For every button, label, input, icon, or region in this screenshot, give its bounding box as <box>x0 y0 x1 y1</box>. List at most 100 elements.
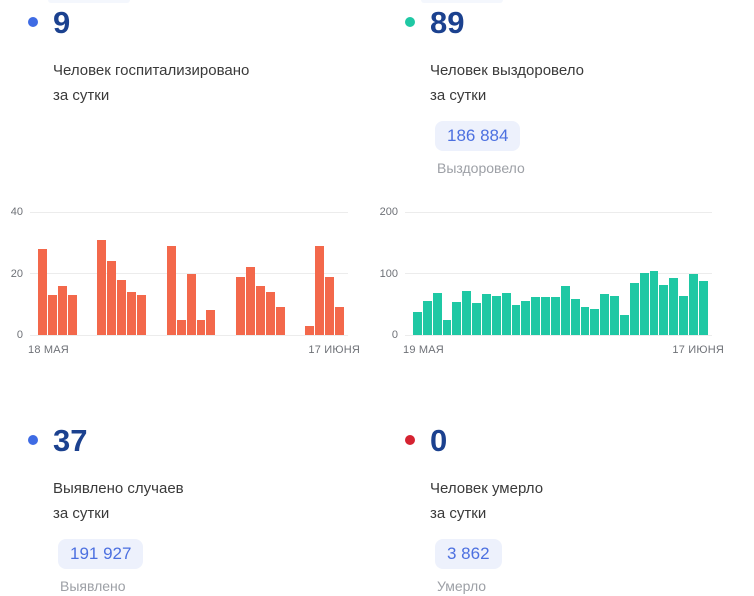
bar[interactable] <box>629 282 639 335</box>
bar[interactable] <box>620 315 629 335</box>
stat-header: 0 <box>405 424 447 456</box>
bar[interactable] <box>176 319 186 335</box>
detected-label: Выявлено случаев за сутки <box>53 476 184 526</box>
cropped-badge-remnant <box>421 0 503 3</box>
bar[interactable] <box>38 248 47 335</box>
bar[interactable] <box>335 307 345 335</box>
bar-series <box>413 212 708 335</box>
bar[interactable] <box>649 271 659 335</box>
bar[interactable] <box>97 239 107 335</box>
bar[interactable] <box>698 280 708 335</box>
bar[interactable] <box>560 285 570 335</box>
label-line-2: за сутки <box>53 505 110 522</box>
bar[interactable] <box>186 273 196 335</box>
gridline <box>405 334 712 336</box>
stat-header: 37 <box>28 424 87 456</box>
bar[interactable] <box>413 312 422 335</box>
bar[interactable] <box>325 276 335 335</box>
blue-dot-icon <box>28 17 38 27</box>
hospitalized-daily-value: 9 <box>53 4 71 40</box>
red-dot-icon <box>405 435 415 445</box>
gridline <box>405 273 712 274</box>
detected-total-badge[interactable]: 191 927 <box>58 539 144 569</box>
bar[interactable] <box>246 267 255 335</box>
bar[interactable] <box>610 296 620 335</box>
label-line-1: Человек выздоровело <box>430 62 584 79</box>
bar[interactable] <box>305 325 315 335</box>
bar[interactable] <box>580 307 590 335</box>
bar[interactable] <box>107 261 117 335</box>
bar[interactable] <box>432 293 442 335</box>
recovered-daily-value: 89 <box>430 4 465 40</box>
bar[interactable] <box>137 295 146 335</box>
bar[interactable] <box>275 307 285 335</box>
bar[interactable] <box>590 309 600 335</box>
bar-series <box>38 212 345 335</box>
label-line-1: Выявлено случаев <box>53 480 184 497</box>
x-axis-labels: 19 МАЯ 17 ИЮНЯ <box>403 344 724 356</box>
stat-header: 9 <box>28 6 70 38</box>
bar[interactable] <box>315 245 325 335</box>
bar[interactable] <box>482 294 491 335</box>
detected-total-caption: Выявлено <box>60 578 126 594</box>
label-line-2: за сутки <box>430 87 487 104</box>
y-axis-tick-label: 0 <box>391 329 398 341</box>
stat-card-died: 0 Человек умерло за сутки 3 862 Умерло <box>377 418 754 596</box>
died-label: Человек умерло за сутки <box>430 476 543 526</box>
bar[interactable] <box>117 279 127 335</box>
y-axis-tick-label: 200 <box>379 206 398 218</box>
bar[interactable] <box>551 296 560 335</box>
hospitalized-chart: 0 20 40 18 МАЯ 17 ИЮНЯ <box>11 206 360 356</box>
died-daily-value: 0 <box>430 422 448 458</box>
stat-card-detected: 37 Выявлено случаев за сутки 191 927 Выя… <box>0 418 377 596</box>
recovered-chart: 0 100 200 19 МАЯ 17 ИЮНЯ <box>380 206 724 356</box>
chart-plot-area: 0 100 200 <box>380 206 712 341</box>
bar[interactable] <box>531 296 541 335</box>
bar[interactable] <box>166 245 176 335</box>
bar[interactable] <box>422 301 432 335</box>
bar[interactable] <box>236 276 246 335</box>
chart-plot-area: 0 20 40 <box>11 206 348 341</box>
bar[interactable] <box>511 305 521 335</box>
bar[interactable] <box>679 295 689 335</box>
bar[interactable] <box>570 299 580 335</box>
bar[interactable] <box>452 301 462 335</box>
bar[interactable] <box>47 295 57 335</box>
bar[interactable] <box>501 292 511 335</box>
green-dot-icon <box>405 17 415 27</box>
y-axis-tick-label: 100 <box>379 267 398 280</box>
bar[interactable] <box>255 285 265 335</box>
stat-header: 89 <box>405 6 464 38</box>
bar[interactable] <box>67 295 77 335</box>
bar[interactable] <box>265 291 275 335</box>
gridline <box>30 211 348 213</box>
gridline <box>405 211 712 213</box>
bar[interactable] <box>472 303 482 335</box>
cropped-badge-remnant <box>48 0 130 3</box>
recovered-label: Человек выздоровело за сутки <box>430 58 584 108</box>
stat-card-recovered: 89 Человек выздоровело за сутки 186 884 … <box>377 0 754 418</box>
bar[interactable] <box>442 320 452 335</box>
bar[interactable] <box>206 310 216 335</box>
detected-daily-value: 37 <box>53 422 88 458</box>
gridline <box>30 334 348 336</box>
label-line-1: Человек госпитализировано <box>53 62 250 79</box>
recovered-total-badge[interactable]: 186 884 <box>435 121 521 151</box>
bar[interactable] <box>639 272 649 335</box>
bar[interactable] <box>521 300 531 335</box>
bar[interactable] <box>689 273 698 335</box>
blue-dot-icon <box>28 435 38 445</box>
bar[interactable] <box>491 295 501 335</box>
bar[interactable] <box>541 296 551 335</box>
x-axis-start-label: 18 МАЯ <box>28 344 69 356</box>
bar[interactable] <box>659 284 669 335</box>
x-axis-start-label: 19 МАЯ <box>403 344 444 356</box>
bar[interactable] <box>196 319 206 335</box>
bar[interactable] <box>669 277 679 335</box>
bar[interactable] <box>127 291 137 335</box>
bar[interactable] <box>462 291 472 335</box>
died-total-badge[interactable]: 3 862 <box>435 539 502 569</box>
bar[interactable] <box>57 285 67 335</box>
label-line-1: Человек умерло <box>430 480 544 497</box>
bar[interactable] <box>600 294 610 335</box>
